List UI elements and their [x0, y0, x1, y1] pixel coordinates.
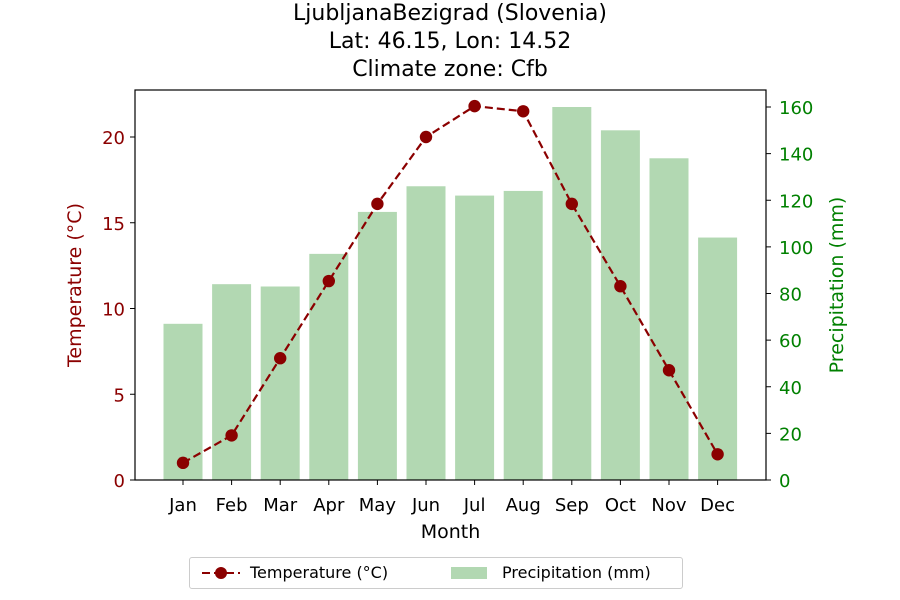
legend-label-precipitation: Precipitation (mm)	[502, 563, 651, 582]
precipitation-bar-sep	[552, 107, 592, 480]
temperature-point-jun	[419, 130, 433, 144]
y-right-tick-label-100: 100	[779, 238, 813, 259]
precipitation-bar-feb	[212, 284, 252, 480]
precipitation-bar-aug	[503, 190, 543, 481]
precipitation-bar-mar	[260, 286, 300, 480]
precipitation-bars	[163, 107, 738, 481]
temperature-point-apr	[322, 274, 335, 288]
temperature-line	[176, 99, 724, 470]
x-tick-label-jun: Jun	[411, 495, 440, 516]
temperature-legend-marker	[202, 567, 240, 579]
y-left-tick-label-10: 10	[102, 300, 125, 321]
x-tick-label-feb: Feb	[216, 495, 248, 516]
x-tick-label-dec: Dec	[700, 495, 735, 516]
temperature-point-jul	[468, 99, 481, 113]
chart-title-line-3: Climate zone: Cfb	[352, 57, 548, 82]
precipitation-bar-jul	[455, 195, 495, 480]
precipitation-bar-apr	[309, 253, 349, 480]
x-tick-label-may: May	[359, 495, 397, 516]
axes: Jan Feb Mar Apr May Jun Jul Aug Sep Oct Nov Dec Mont…	[64, 98, 848, 543]
temperature-point-nov	[662, 364, 676, 377]
y-left-axis-label: Temperature (°C)	[64, 203, 86, 368]
x-tick-label-oct: Oct	[605, 495, 636, 516]
precipitation-bar-jun	[406, 186, 446, 480]
temperature-point-oct	[614, 280, 627, 293]
x-tick-label-aug: Aug	[506, 495, 541, 516]
legend: Temperature (°C) Precipitation (mm)	[189, 557, 683, 589]
precipitation-legend-swatch	[451, 567, 487, 579]
y-left-tick-label-15: 15	[102, 214, 125, 235]
x-tick-label-sep: Sep	[555, 495, 589, 516]
y-right-tick-label-0: 0	[779, 471, 790, 492]
plot-frame	[134, 89, 767, 481]
y-left-tick-label-5: 5	[114, 385, 125, 406]
precipitation-bar-jan	[163, 323, 203, 480]
y-right-axis-label: Precipitation (mm)	[826, 197, 848, 374]
y-left-tick-label-0: 0	[114, 471, 125, 492]
x-tick-label-jul: Jul	[463, 495, 486, 516]
x-tick-label-nov: Nov	[651, 495, 686, 516]
temperature-point-mar	[274, 352, 287, 365]
legend-label-temperature: Temperature (°C)	[250, 563, 389, 582]
temperature-point-feb	[225, 429, 238, 442]
x-tick-label-jan: Jan	[168, 495, 197, 516]
precipitation-bar-dec	[698, 237, 738, 480]
precipitation-bar-nov	[649, 158, 689, 480]
y-left-tick-label-20: 20	[102, 128, 125, 149]
x-axis-label: Month	[421, 521, 481, 543]
y-right-tick-label-60: 60	[779, 331, 802, 352]
chart-title-line-2: Lat: 46.15, Lon: 14.52	[328, 29, 572, 54]
temperature-series-line	[182, 104, 719, 464]
temperature-point-aug	[517, 105, 530, 118]
precipitation-bar-oct	[600, 130, 640, 480]
precipitation-bar-may	[357, 211, 397, 480]
x-tick-label-mar: Mar	[263, 495, 298, 516]
y-right-tick-label-40: 40	[779, 378, 802, 399]
temperature-point-sep	[565, 197, 578, 211]
temperature-point-dec	[711, 448, 724, 461]
y-right-tick-label-80: 80	[779, 285, 802, 306]
y-right-tick-label-20: 20	[779, 424, 802, 445]
y-right-tick-label-120: 120	[779, 191, 813, 212]
chart-title-line-1: LjubljanaBezigrad (Slovenia)	[293, 1, 607, 26]
temperature-point-may	[371, 197, 384, 211]
y-right-tick-label-160: 160	[779, 98, 813, 119]
y-right-tick-label-140: 140	[779, 145, 813, 166]
x-tick-label-apr: Apr	[313, 495, 345, 516]
temperature-point-jan	[176, 456, 190, 470]
